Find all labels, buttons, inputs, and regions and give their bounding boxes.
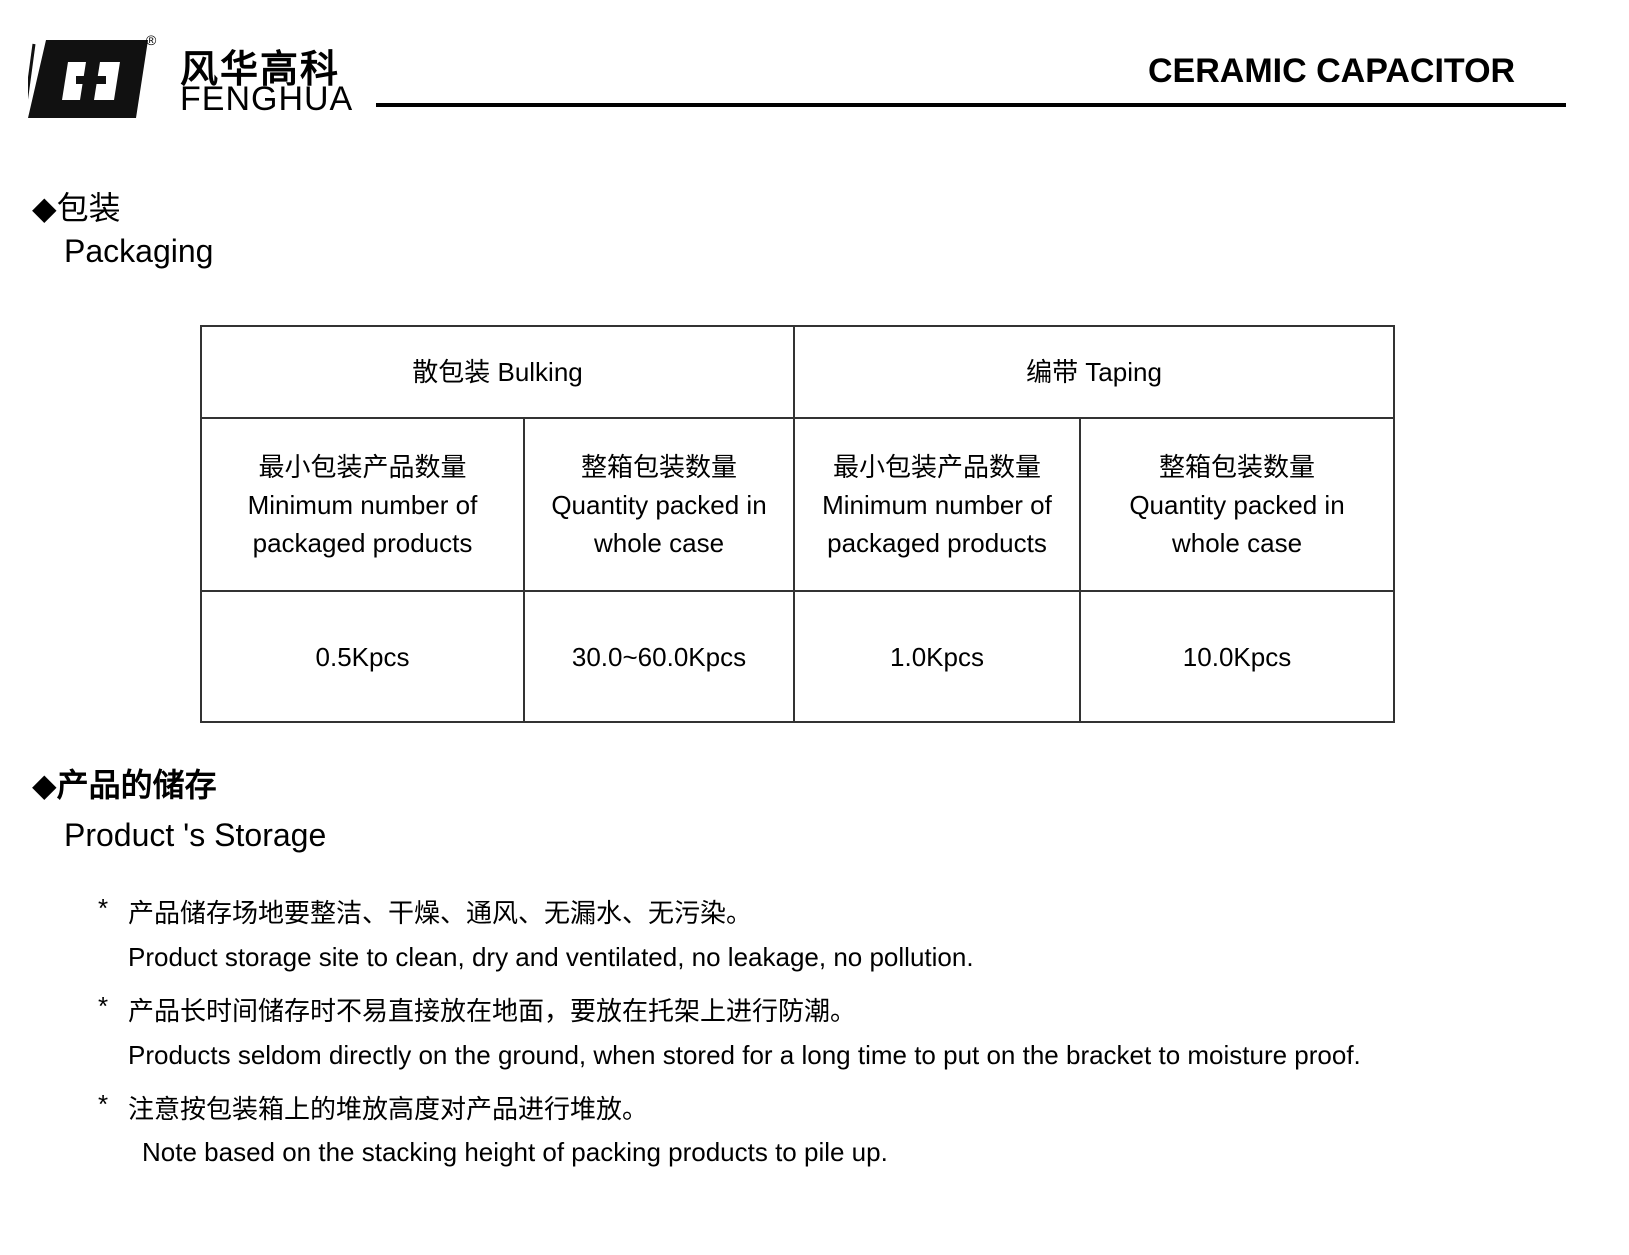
storage-item-en: Products seldom directly on the ground, … (128, 1040, 1361, 1070)
column-header: 最小包装产品数量 Minimum number of packaged produc… (200, 417, 525, 592)
column-header-cn: 整箱包装数量 (580, 451, 737, 482)
table-cell: 30.0~60.0Kpcs (523, 590, 795, 723)
column-header-en: packaged products (252, 527, 473, 558)
table-cell: 1.0Kpcs (793, 590, 1081, 723)
column-header-en: Minimum number of (247, 489, 478, 520)
column-header: 最小包装产品数量 Minimum number of packaged produc… (793, 417, 1081, 592)
bullet-marker: * (98, 893, 109, 923)
table-cell: 0.5Kpcs (200, 590, 525, 723)
table-row: 0.5Kpcs 30.0~60.0Kpcs 1.0Kpcs 10.0Kpcs (200, 590, 1395, 723)
storage-item-cn: 产品储存场地要整洁、干燥、通风、无漏水、无污染。 (128, 898, 753, 928)
storage-item-en: Note based on the stacking height of pac… (142, 1137, 888, 1167)
table-column-header-row: 最小包装产品数量 Minimum number of packaged produc… (200, 417, 1395, 592)
column-header-en: whole case (1171, 527, 1303, 558)
group-header-bulking: 散包装 Bulking (200, 325, 795, 419)
bullet-marker: * (98, 991, 109, 1021)
column-header-en: whole case (593, 527, 725, 558)
column-header: 整箱包装数量 Quantity packed in whole case (1079, 417, 1395, 592)
storage-heading-cn: ◆产品的储存 (32, 767, 217, 803)
storage-item-cn: 注意按包装箱上的堆放高度对产品进行堆放。 (128, 1094, 649, 1124)
column-header-cn: 整箱包装数量 (1158, 451, 1315, 482)
column-header-en: Quantity packed in (1129, 489, 1345, 520)
group-header-taping: 编带 Taping (793, 325, 1395, 419)
fenghua-logo-icon (28, 40, 148, 118)
table-group-header-row: 散包装 Bulking 编带 Taping (200, 325, 1395, 419)
packaging-heading-cn: ◆包装 (32, 190, 121, 226)
column-header-cn: 最小包装产品数量 (258, 451, 467, 482)
bullet-marker: * (98, 1089, 109, 1119)
packaging-heading-en: Packaging (64, 233, 214, 269)
column-header-en: Quantity packed in (551, 489, 767, 520)
column-header-cn: 最小包装产品数量 (832, 451, 1041, 482)
storage-item-cn: 产品长时间储存时不易直接放在地面，要放在托架上进行防潮。 (128, 996, 857, 1026)
header-divider (376, 103, 1566, 107)
packaging-table: 散包装 Bulking 编带 Taping 最小包装产品数量 Minimum nu… (200, 325, 1395, 723)
column-header-en: Minimum number of (822, 489, 1052, 520)
logo-chinese-text: 风华高科 (180, 47, 341, 91)
logo-english-text: FENGHUA (180, 80, 354, 118)
storage-heading-en: Product 's Storage (64, 817, 327, 853)
column-header-en: packaged products (827, 527, 1047, 558)
table-cell: 10.0Kpcs (1079, 590, 1395, 723)
storage-item-en: Product storage site to clean, dry and v… (128, 942, 974, 972)
document-title: CERAMIC CAPACITOR (1148, 52, 1516, 90)
registered-mark: ® (146, 32, 157, 48)
column-header: 整箱包装数量 Quantity packed in whole case (523, 417, 795, 592)
